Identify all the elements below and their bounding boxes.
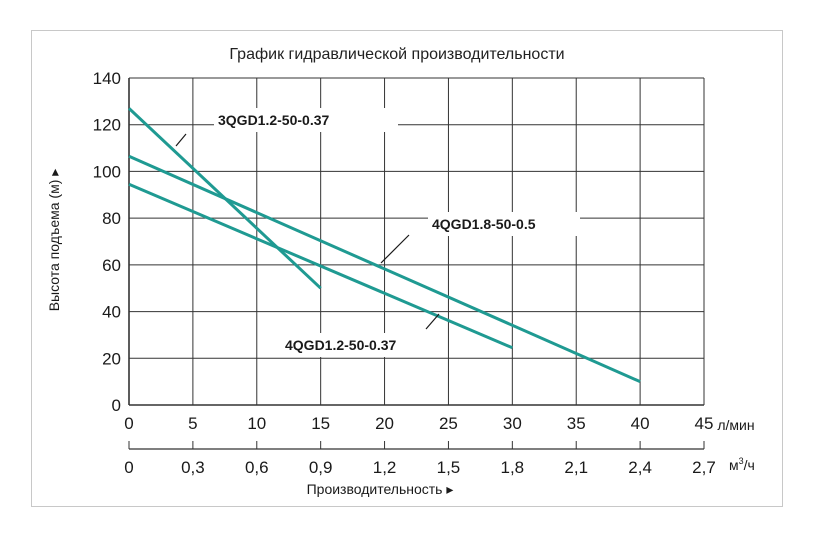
y-tick-label: 40 xyxy=(102,303,121,322)
series-line-3 xyxy=(128,182,513,350)
x-tick-label: 5 xyxy=(188,414,197,433)
x2-unit-sup: 3 xyxy=(739,456,744,466)
x-tick-label: 10 xyxy=(247,414,266,433)
x2-axis-unit: м3/ч xyxy=(729,456,755,473)
y-tick-label: 100 xyxy=(93,162,121,181)
x2-tick-label: 0,9 xyxy=(309,458,333,477)
y-tick-label: 60 xyxy=(102,256,121,275)
series-layer: 3QGD1.2-50-0.37 4QGD1.8-50-0.5 4QGD1.2-50-… xyxy=(127,107,641,384)
x2-tick-label: 2,4 xyxy=(628,458,652,477)
series-label-1: 3QGD1.2-50-0.37 xyxy=(218,112,329,128)
x-tick-label: 20 xyxy=(375,414,394,433)
series-label-leader xyxy=(380,234,410,264)
x2-tick-label: 2,1 xyxy=(564,458,588,477)
series-label-3: 4QGD1.2-50-0.37 xyxy=(285,337,396,353)
series-label-bg xyxy=(214,108,398,132)
x-tick-label: 30 xyxy=(503,414,522,433)
x2-tick-label: 0,3 xyxy=(181,458,205,477)
chart-title: График гидравлической производительности xyxy=(229,46,564,63)
tick-labels: 0050,3100,6150,9201,2251,5301,8352,1402,… xyxy=(93,69,716,477)
x2-tick-label: 1,8 xyxy=(501,458,525,477)
x2-tick-label: 2,7 xyxy=(692,458,716,477)
y-tick-label: 80 xyxy=(102,209,121,228)
series-line-2 xyxy=(128,154,641,384)
x2-unit-base: м xyxy=(729,457,739,473)
x-tick-label: 15 xyxy=(311,414,330,433)
y-tick-label: 140 xyxy=(93,69,121,88)
series-label-leader xyxy=(425,313,440,330)
x2-tick-label: 1,5 xyxy=(437,458,461,477)
x-tick-label: 25 xyxy=(439,414,458,433)
x-axis-label: Производительность ▸ xyxy=(307,481,454,497)
series-label-bg xyxy=(428,212,580,236)
y-tick-label: 120 xyxy=(93,116,121,135)
y-axis-label: Высота подъема (м) ▸ xyxy=(46,169,62,312)
series-label-leader xyxy=(175,133,187,147)
series-label-2: 4QGD1.8-50-0.5 xyxy=(432,216,536,232)
x2-tick-label: 1,2 xyxy=(373,458,397,477)
y-tick-label: 0 xyxy=(112,396,121,415)
chart-frame xyxy=(31,30,783,507)
x2-unit-tail: /ч xyxy=(744,457,755,473)
x-tick-label: 40 xyxy=(631,414,650,433)
x2-tick-label: 0,6 xyxy=(245,458,269,477)
series-label-bg xyxy=(281,333,437,357)
x-tick-label: 0 xyxy=(124,414,133,433)
x-axis-unit: л/мин xyxy=(717,417,754,433)
x-tick-label: 45 xyxy=(695,414,714,433)
x-tick-label: 35 xyxy=(567,414,586,433)
grid xyxy=(128,77,705,450)
x2-tick-label: 0 xyxy=(124,458,133,477)
y-tick-label: 20 xyxy=(102,349,121,368)
